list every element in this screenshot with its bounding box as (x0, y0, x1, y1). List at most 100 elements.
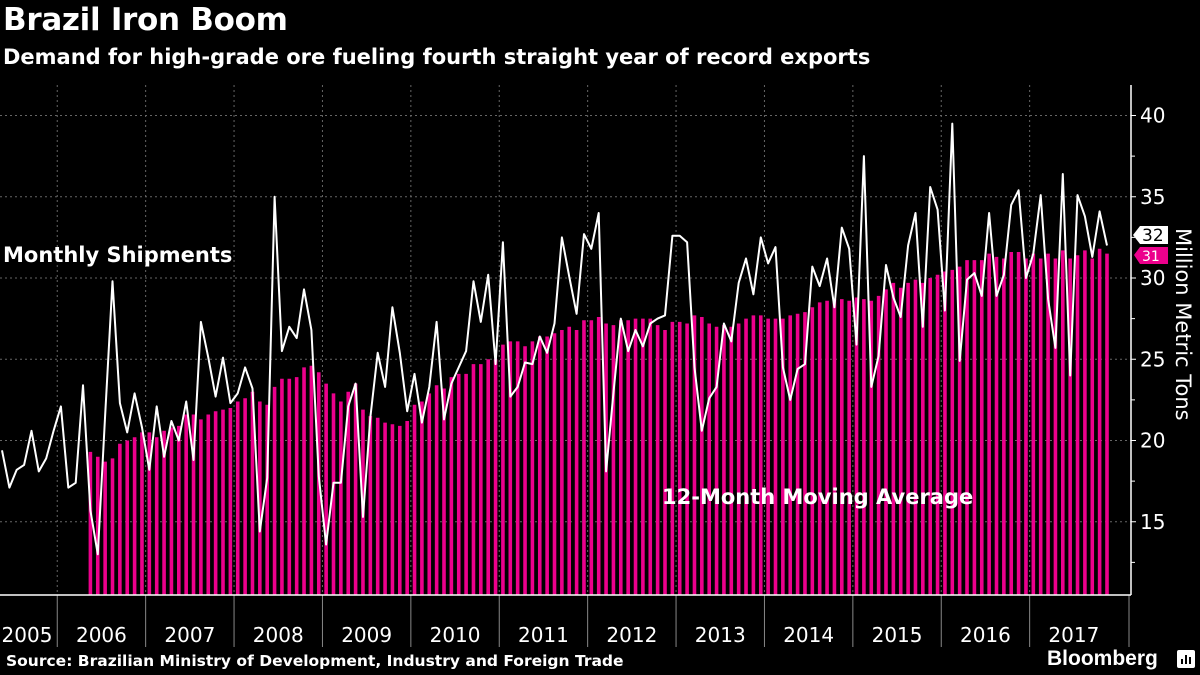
moving-average-bar (405, 421, 409, 595)
moving-average-bar (456, 373, 461, 595)
moving-average-bar (265, 404, 269, 595)
moving-average-bar (898, 287, 903, 595)
moving-average-bar (729, 326, 734, 595)
moving-average-bar (493, 359, 498, 595)
moving-average-bar (434, 385, 439, 595)
y-axis-label: Million Metric Tons (1171, 228, 1195, 421)
moving-average-bar (965, 260, 969, 595)
x-tick-label: 2011 (518, 623, 569, 647)
moving-average-bar (722, 325, 726, 595)
x-tick-label: 2014 (783, 623, 834, 647)
x-tick-label: 2009 (341, 623, 392, 647)
moving-average-bar (626, 320, 630, 595)
moving-average-bar (523, 346, 527, 595)
moving-average-bar (928, 278, 932, 595)
moving-average-bar (398, 425, 402, 595)
moving-average-bar (1031, 253, 1036, 595)
moving-average-bar (589, 320, 594, 595)
moving-average-bar (832, 299, 837, 595)
moving-average-bar (788, 315, 793, 595)
moving-average-bar (537, 336, 542, 595)
moving-average-bar (1038, 258, 1043, 595)
x-tick-label: 2006 (76, 623, 127, 647)
moving-average-bar (582, 320, 586, 595)
monthly-shipments-line (1, 122, 1108, 556)
x-tick-label: 2010 (430, 623, 481, 647)
moving-average-bar (921, 282, 925, 595)
moving-average-bar (375, 417, 380, 595)
moving-average-bar (412, 404, 417, 595)
last-bar-value-tag (1134, 247, 1168, 264)
moving-average-bar (611, 325, 616, 595)
moving-average-bar (390, 424, 395, 595)
moving-average-bar (368, 416, 373, 595)
moving-average-bar (862, 299, 866, 595)
moving-average-bar (619, 320, 623, 595)
moving-average-bar (957, 266, 962, 595)
moving-average-bar (515, 341, 520, 595)
x-tick-label: 2016 (960, 623, 1011, 647)
moving-average-bar (118, 443, 122, 595)
moving-average-bar (567, 326, 572, 595)
bloomberg-chart-icon (1177, 650, 1195, 668)
chart-subtitle: Demand for high-grade ore fueling fourth… (3, 45, 871, 69)
moving-average-bar (272, 386, 277, 595)
moving-average-bar (906, 282, 910, 595)
moving-average-bar (766, 318, 770, 595)
moving-average-bar (840, 299, 844, 595)
moving-average-bar (184, 414, 188, 595)
moving-average-bar (795, 313, 800, 595)
moving-average-bar (221, 409, 225, 595)
moving-average-bar (206, 414, 211, 595)
moving-average-bar (700, 317, 704, 595)
moving-average-bar (140, 432, 144, 595)
moving-average-bar (781, 318, 785, 595)
moving-average-bar (191, 414, 196, 595)
moving-average-bar (876, 295, 881, 595)
moving-average-bar (1105, 253, 1109, 595)
moving-average-bar (545, 336, 549, 595)
moving-average-bar (773, 318, 778, 595)
bloomberg-logo: Bloomberg (1047, 647, 1158, 670)
moving-average-bar (1053, 258, 1058, 595)
moving-average-bar (1002, 258, 1006, 595)
moving-average-bar (110, 458, 115, 595)
moving-average-bar (935, 274, 940, 595)
moving-average-bar (574, 330, 579, 595)
moving-average-bar (641, 318, 645, 595)
moving-average-bar (1075, 255, 1080, 595)
moving-average-bar (427, 393, 432, 595)
moving-average-bar (302, 367, 306, 595)
y-tick-label: 25 (1140, 347, 1165, 371)
moving-average-bar (501, 344, 505, 595)
last-value-labels: 32 31 (1133, 226, 1168, 265)
x-tick-label: 2005 (2, 623, 53, 647)
moving-average-bar (479, 364, 483, 595)
moving-average-bar (854, 297, 859, 595)
moving-average-bar (169, 427, 174, 595)
moving-average-bar (560, 330, 564, 595)
moving-average-bar (1046, 253, 1050, 595)
y-tick-label: 40 (1140, 104, 1165, 128)
moving-average-bar (670, 321, 675, 595)
moving-average-bar (648, 318, 653, 595)
moving-average-bar (280, 378, 284, 595)
moving-average-bar (744, 318, 748, 595)
moving-average-bar (1009, 252, 1014, 595)
moving-average-bar (943, 271, 947, 595)
source-note: Source: Brazilian Ministry of Developmen… (6, 652, 624, 670)
moving-average-bar (353, 383, 358, 595)
moving-average-bar (324, 383, 328, 595)
moving-average-bar (751, 315, 756, 595)
chart-title: Brazil Iron Boom (3, 2, 288, 38)
last-line-value: 32 (1142, 226, 1164, 246)
moving-average-bar (235, 401, 240, 595)
moving-average-bar (825, 300, 829, 595)
moving-average-bar (596, 317, 601, 595)
moving-average-bar (869, 300, 874, 595)
moving-average-bar (147, 432, 152, 595)
moving-average-bar (655, 325, 660, 595)
moving-average-bar (103, 461, 107, 595)
moving-average-bar (383, 422, 387, 595)
moving-average-bar (677, 321, 682, 595)
